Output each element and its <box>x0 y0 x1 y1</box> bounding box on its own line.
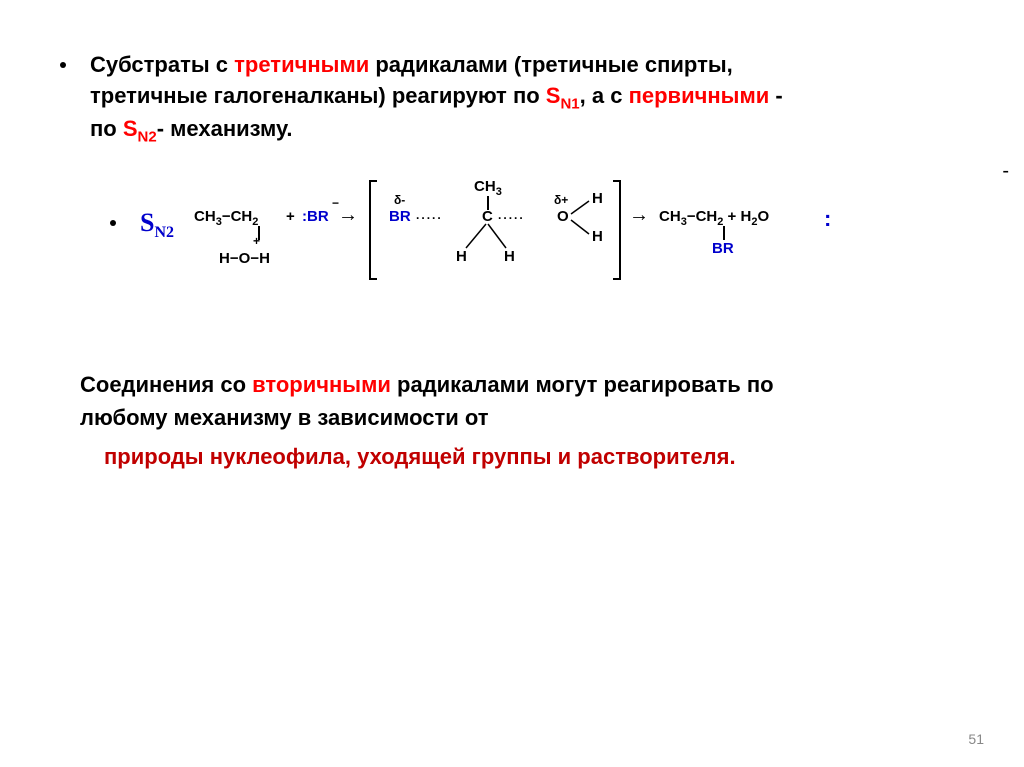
plus-br: + <box>286 208 295 225</box>
chem-diagram: CH3−CH2 + H−O−H + :BR − → CH3 <box>194 178 944 308</box>
ts-h-r: H <box>592 228 603 245</box>
sn2s: S <box>123 116 138 141</box>
br-nuc: :BR <box>302 208 329 225</box>
ts-h-b1: H <box>456 248 467 265</box>
equation-row: SN2 CH3−CH2 + H−O−H + :BR − → <box>110 178 964 308</box>
rbracket-t <box>613 180 621 182</box>
bp1b: вторичными <box>252 372 391 397</box>
r1: CH3−CH2 <box>194 208 258 228</box>
prod: CH3−CH2 + H2O <box>659 208 769 228</box>
plus-charge: + <box>253 234 260 248</box>
sn1n: N1 <box>560 95 579 112</box>
t1c: радикалами (третичные спирты, <box>369 52 733 77</box>
bottom-p2: природы нуклеофила, уходящей группы и ра… <box>104 440 964 473</box>
rbracket-v <box>619 180 621 280</box>
sn2-n: N2 <box>154 224 174 241</box>
dash: - <box>1002 160 1009 183</box>
t3a: по <box>90 116 123 141</box>
sn2-s: S <box>140 208 154 237</box>
slide: Субстраты с третичными радикалами (трети… <box>0 0 1024 767</box>
lbracket-t <box>369 180 377 182</box>
p-bond <box>723 226 725 240</box>
bp1a: Соединения со <box>80 372 252 397</box>
top-text: Субстраты с третичными радикалами (трети… <box>90 50 783 148</box>
t2c: первичными <box>629 83 770 108</box>
t2d: - <box>769 83 782 108</box>
top-bullet-block: Субстраты с третичными радикалами (трети… <box>60 50 964 148</box>
lbracket-v <box>369 180 371 280</box>
sn1s: S <box>546 83 561 108</box>
dots1: · · · · · <box>416 211 440 225</box>
lbracket-b <box>369 278 377 280</box>
ts-h-b2: H <box>504 248 515 265</box>
ts-h-top: H <box>592 190 603 207</box>
ts-ch3: CH3 <box>474 178 502 198</box>
arrow-2: → <box>629 204 649 227</box>
sn2-label: SN2 <box>140 208 174 242</box>
bottom-block: Соединения со вторичными радикалами могу… <box>80 368 964 473</box>
bp1d: любому механизму в зависимости от <box>80 405 489 430</box>
p-br: BR <box>712 240 734 257</box>
hoh: H−O−H <box>219 250 270 267</box>
colon-right: : <box>824 206 831 232</box>
bullet-dot <box>60 62 66 68</box>
t1a: Субстраты с <box>90 52 234 77</box>
sn2n: N2 <box>138 129 157 146</box>
dminus: δ- <box>394 193 405 207</box>
t1b: третичными <box>234 52 369 77</box>
rbracket-b <box>613 278 621 280</box>
t2b: , а с <box>580 83 629 108</box>
t2: третичные галогеналканы) реагируют по <box>90 83 546 108</box>
bottom-p1: Соединения со вторичными радикалами могу… <box>80 368 964 434</box>
ts-br: BR <box>389 208 411 225</box>
t3b: - механизму. <box>157 116 293 141</box>
bullet-dot-2 <box>110 220 116 226</box>
page-number: 51 <box>968 731 984 747</box>
bp1c: радикалами могут реагировать по <box>391 372 774 397</box>
arrow-1: → <box>338 204 358 227</box>
